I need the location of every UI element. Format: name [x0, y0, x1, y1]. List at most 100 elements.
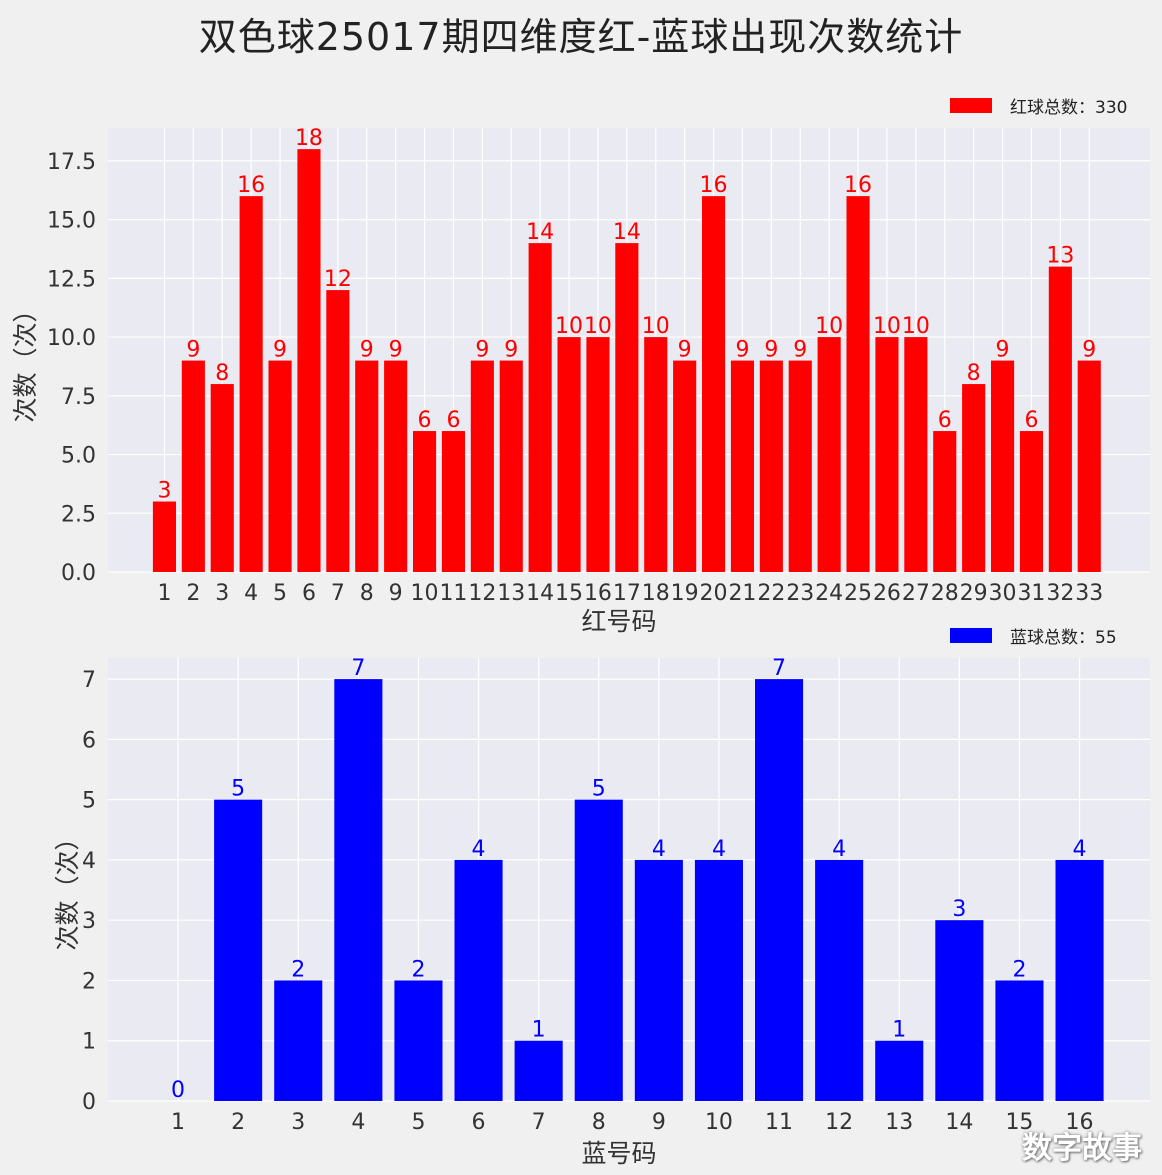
red-bar-value-label: 9	[1082, 338, 1096, 363]
red-bar	[268, 360, 292, 572]
blue-bar	[1055, 859, 1104, 1101]
red-x-tick-label: 26	[873, 581, 901, 606]
red-bar	[990, 360, 1015, 572]
red-x-tick-label: 7	[331, 581, 345, 606]
red-x-tick-label: 24	[815, 581, 843, 606]
blue-y-tick-label: 0	[82, 1090, 96, 1115]
blue-x-tick-label: 13	[885, 1110, 913, 1135]
red-bar	[1019, 431, 1044, 572]
red-bar	[817, 337, 841, 572]
red-bar	[181, 360, 205, 572]
red-bar	[933, 431, 957, 572]
blue-bar-value-label: 4	[712, 837, 726, 862]
red-x-tick-label: 19	[671, 581, 699, 606]
red-y-tick-label: 5.0	[61, 444, 96, 469]
red-x-tick-label: 28	[931, 581, 959, 606]
red-x-tick-label: 33	[1075, 581, 1103, 606]
blue-bar	[514, 1040, 563, 1101]
red-bar	[904, 337, 928, 572]
red-bar-value-label: 9	[764, 338, 778, 363]
blue-bar	[634, 859, 683, 1101]
blue-bar	[574, 799, 623, 1101]
blue-bar	[815, 859, 864, 1101]
blue-x-tick-label: 4	[351, 1110, 365, 1135]
red-bar-value-label: 8	[967, 361, 981, 386]
red-bar-value-label: 9	[360, 338, 374, 363]
red-bar-value-label: 9	[186, 338, 200, 363]
blue-bar-value-label: 5	[231, 777, 245, 802]
red-x-tick-label: 29	[960, 581, 988, 606]
red-bar-value-label: 10	[642, 314, 670, 339]
red-bar-value-label: 16	[844, 173, 872, 198]
red-bar	[586, 337, 610, 572]
red-bar	[210, 384, 234, 572]
red-bar-value-label: 13	[1046, 244, 1074, 269]
red-bar-value-label: 6	[418, 408, 432, 433]
blue-plot-area	[108, 658, 1150, 1101]
blue-bar-value-label: 1	[892, 1018, 906, 1043]
blue-x-tick-label: 8	[592, 1110, 606, 1135]
red-bar-value-label: 9	[475, 338, 489, 363]
blue-y-axis-label: 次数（次）	[53, 825, 82, 950]
red-x-tick-label: 22	[757, 581, 785, 606]
red-bar	[730, 360, 755, 572]
red-bar	[470, 360, 494, 572]
blue-bar	[274, 980, 323, 1101]
red-bar	[701, 196, 726, 572]
red-y-tick-label: 10.0	[47, 326, 96, 351]
blue-bar-value-label: 4	[832, 837, 846, 862]
blue-bar-value-label: 0	[171, 1078, 185, 1103]
red-bar-value-label: 9	[735, 338, 749, 363]
red-x-tick-label: 12	[468, 581, 496, 606]
red-y-tick-label: 15.0	[47, 209, 96, 234]
blue-bar-value-label: 1	[532, 1018, 546, 1043]
blue-bar-value-label: 4	[652, 837, 666, 862]
red-bar	[875, 337, 899, 572]
red-y-tick-label: 17.5	[47, 150, 96, 175]
blue-bar	[755, 679, 804, 1101]
red-bar-value-label: 6	[446, 408, 460, 433]
red-x-tick-label: 9	[389, 581, 403, 606]
blue-legend-label: 蓝球总数：55	[1010, 628, 1117, 648]
red-x-tick-label: 14	[526, 581, 554, 606]
red-x-tick-label: 21	[728, 581, 756, 606]
red-bar-value-label: 10	[584, 314, 612, 339]
blue-x-tick-label: 5	[411, 1110, 425, 1135]
blue-bar-value-label: 2	[291, 957, 305, 982]
red-bar	[528, 243, 552, 572]
blue-x-tick-label: 7	[532, 1110, 546, 1135]
red-x-tick-label: 4	[244, 581, 258, 606]
red-bar-chart: 0.02.55.07.510.012.515.017.5319283164951…	[11, 98, 1150, 636]
red-x-tick-label: 18	[642, 581, 670, 606]
red-x-tick-label: 30	[989, 581, 1017, 606]
red-y-tick-label: 2.5	[61, 502, 96, 527]
red-x-tick-label: 3	[215, 581, 229, 606]
red-x-tick-label: 23	[786, 581, 814, 606]
red-bar	[326, 290, 350, 572]
red-bar	[615, 243, 639, 572]
red-bar-value-label: 18	[295, 126, 323, 151]
red-x-tick-label: 15	[555, 581, 583, 606]
blue-x-tick-label: 3	[291, 1110, 305, 1135]
red-x-tick-label: 11	[439, 581, 467, 606]
blue-bar-value-label: 4	[1073, 837, 1087, 862]
blue-bar-value-label: 5	[592, 777, 606, 802]
blue-x-tick-label: 10	[705, 1110, 733, 1135]
blue-y-tick-label: 4	[82, 849, 96, 874]
red-bar	[239, 196, 263, 572]
red-legend-label: 红球总数：330	[1010, 98, 1127, 118]
red-x-tick-label: 25	[844, 581, 872, 606]
red-bar	[412, 431, 437, 572]
blue-y-tick-label: 1	[82, 1030, 96, 1055]
red-bar-value-label: 10	[902, 314, 930, 339]
red-x-tick-label: 10	[411, 581, 439, 606]
blue-x-tick-label: 1	[171, 1110, 185, 1135]
red-bar-value-label: 14	[613, 220, 641, 245]
blue-x-tick-label: 11	[765, 1110, 793, 1135]
red-bar	[441, 431, 466, 572]
blue-x-axis-label: 蓝号码	[581, 1139, 656, 1168]
red-legend-swatch	[950, 98, 992, 113]
red-x-tick-label: 16	[584, 581, 612, 606]
red-bar	[152, 501, 177, 572]
